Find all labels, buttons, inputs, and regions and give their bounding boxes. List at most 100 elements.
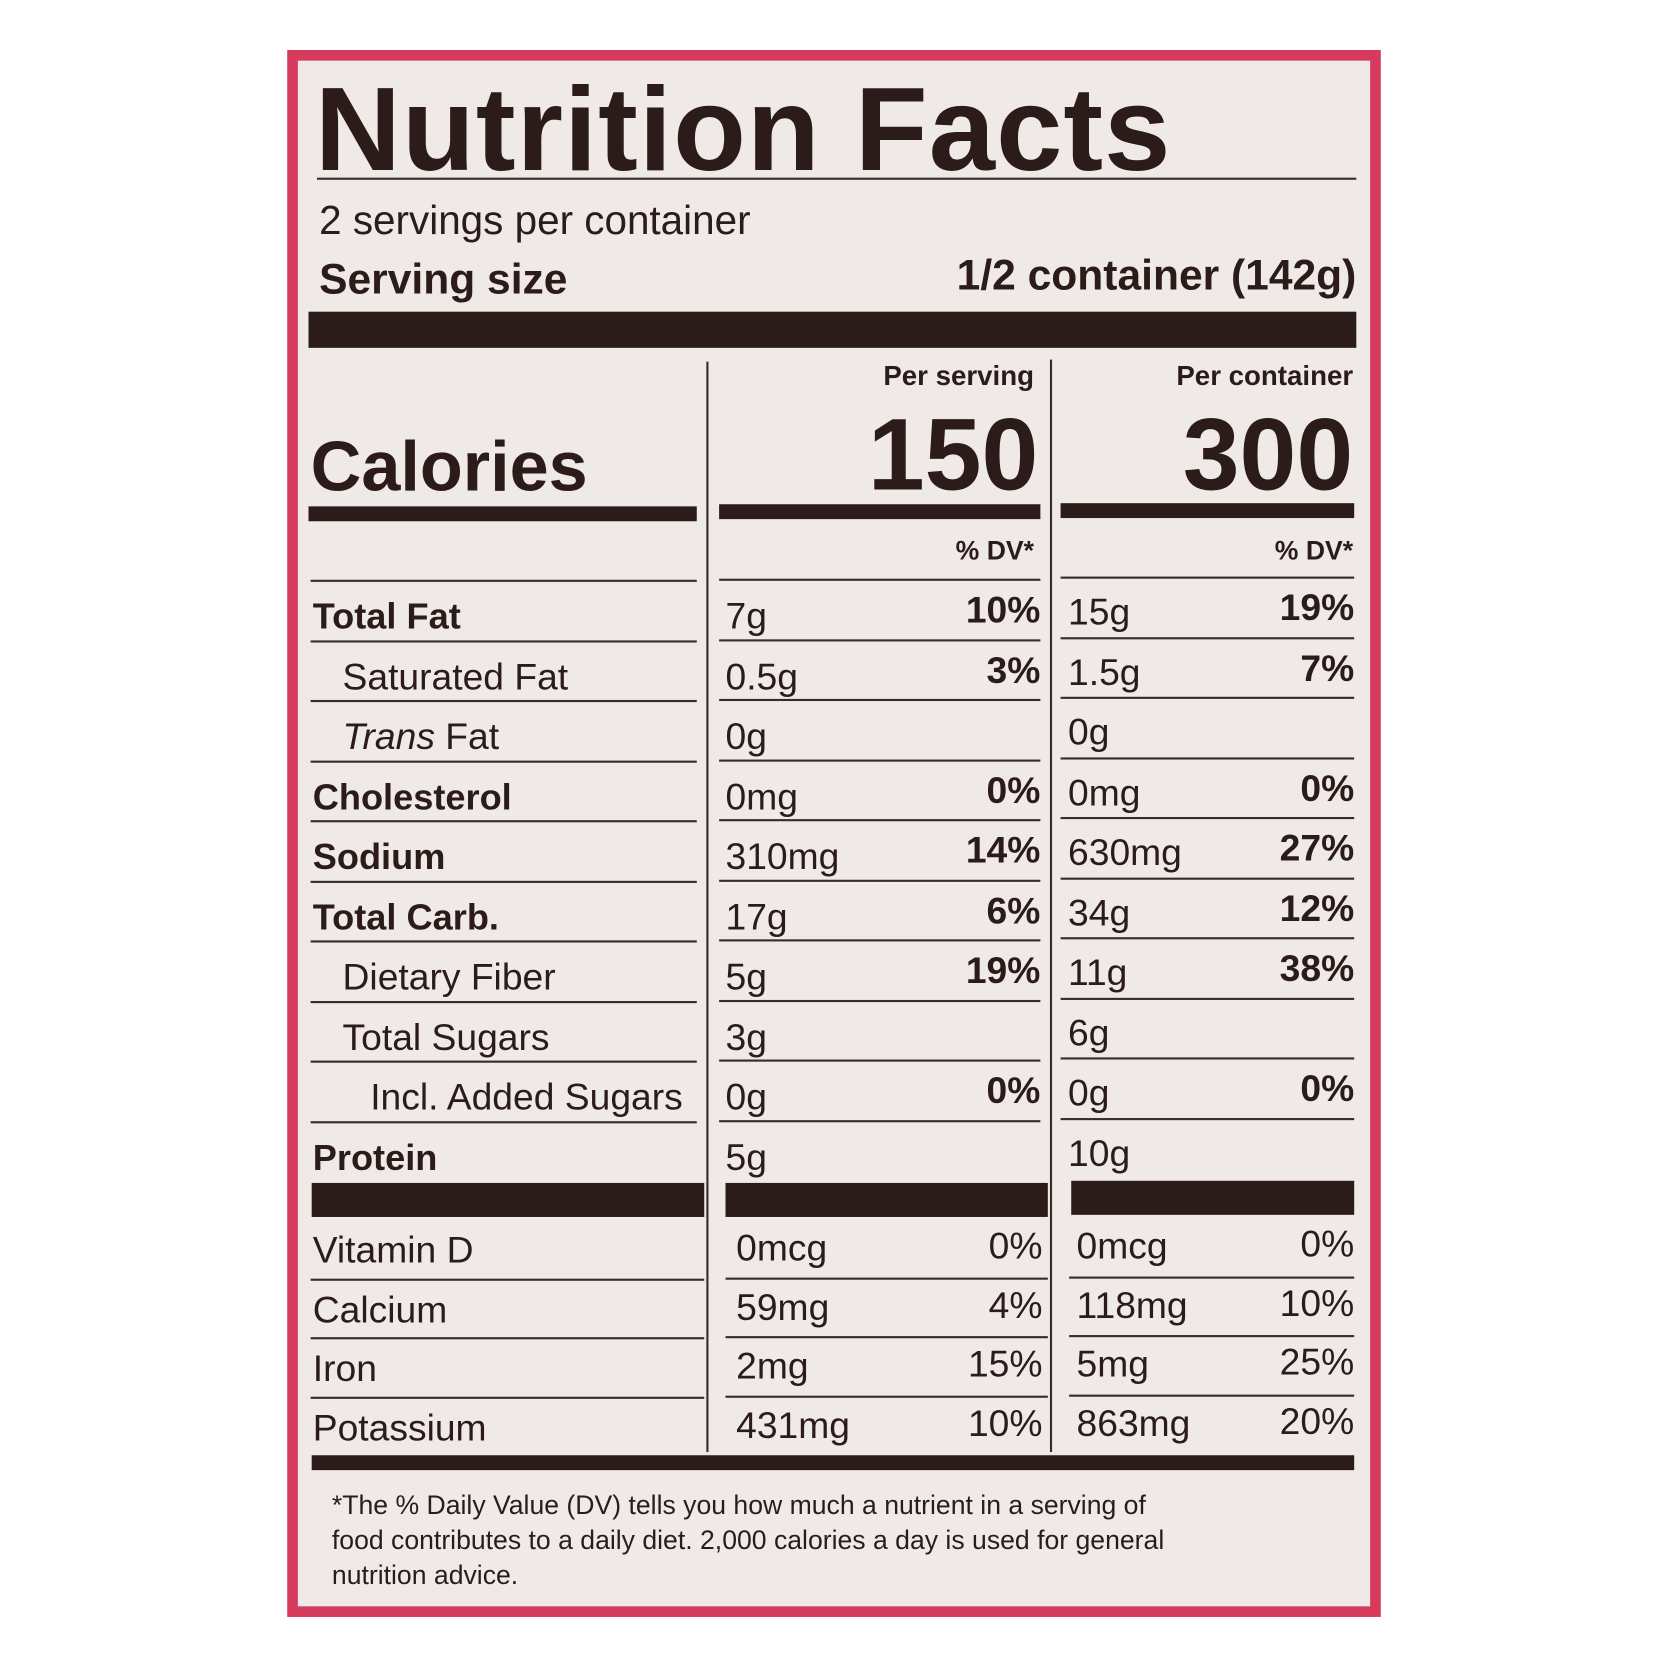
row-rule [1060,576,1355,579]
row-rule [719,939,1041,942]
calories-per-serving: 150 [867,397,1039,512]
serving-amount: 5g [725,1136,767,1179]
serving-amount: 0.5g [725,655,798,698]
vitamin-container-dv: 20% [1279,1400,1355,1442]
nutrient-label: Total Fat [312,596,461,638]
thick-rule-mid-3 [1071,1180,1355,1215]
column-divider-2 [1049,359,1053,1453]
serving-size-value: 1/2 container (142g) [956,252,1357,299]
row-rule [310,579,697,582]
container-amount: 6g [1068,1012,1110,1054]
row-rule [719,578,1041,581]
container-dv: 19% [1279,587,1355,629]
container-amount: 0g [1068,711,1110,754]
title-rule [317,177,1357,180]
per-container-header: Per container [1176,359,1354,392]
container-amount: 0g [1068,1072,1110,1114]
serving-amount: 17g [725,896,788,938]
container-dv: 0% [1300,767,1355,810]
calories-rule-3 [1060,503,1355,519]
row-rule [310,1060,697,1063]
row-rule [1060,997,1355,1000]
vitamin-label: Vitamin D [312,1229,474,1272]
serving-dv: 0% [986,1070,1041,1112]
vitamin-serving-amount: 431mg [736,1404,850,1447]
nutrient-label: Cholesterol [312,777,512,818]
nutrient-label-italic: Trans [342,715,435,758]
row-rule [1060,696,1355,699]
row-rule [719,638,1041,641]
footnote-line-3: nutrition advice. [331,1560,519,1591]
thick-rule-top [308,311,1357,348]
row-rule [719,1059,1041,1062]
calories-rule-2 [719,504,1041,520]
row-rule [719,879,1041,882]
thick-rule-mid-2 [725,1182,1048,1217]
vitamin-rule [1069,1394,1355,1397]
calories-per-container: 300 [1182,397,1354,512]
container-amount: 11g [1068,952,1128,994]
serving-dv: 6% [986,889,1041,932]
nutrient-label: Saturated Fat [342,655,569,698]
serving-dv: 14% [965,829,1041,872]
container-amount: 34g [1068,891,1131,934]
vitamin-serving-dv: 0% [988,1225,1043,1267]
vitamin-rule [725,1395,1048,1398]
row-rule [310,820,697,823]
row-rule [1060,937,1355,940]
thick-rule-mid-1 [311,1182,705,1217]
row-rule [310,1120,697,1123]
vitamin-rule [1069,1335,1355,1338]
vitamin-serving-dv: 4% [988,1284,1043,1327]
vitamin-container-amount: 863mg [1076,1402,1191,1445]
vitamin-label: Calcium [312,1288,448,1331]
serving-amount: 310mg [725,836,840,878]
dv-header-container: % DV* [1274,536,1354,566]
row-rule [719,999,1041,1002]
container-dv: 0% [1300,1068,1355,1110]
serving-dv: 3% [986,649,1041,691]
nutrient-label: Protein [312,1137,438,1179]
row-rule [310,760,697,763]
servings-per-container: 2 servings per container [319,198,751,244]
vitamin-serving-amount: 0mcg [736,1227,828,1270]
vitamin-container-amount: 118mg [1076,1284,1188,1327]
vitamin-serving-amount: 2mg [736,1345,809,1388]
nutrient-label: Incl. Added Sugars [370,1076,683,1119]
vitamin-rule [310,1396,705,1399]
container-dv: 7% [1300,647,1355,689]
column-divider-1 [706,361,709,1453]
row-rule [1060,1057,1355,1060]
row-rule [719,1119,1041,1122]
row-rule [310,699,697,703]
vitamin-serving-amount: 59mg [736,1286,830,1329]
vitamin-rule [725,1336,1048,1339]
footnote-line-2: food contributes to a daily diet. 2,000 … [331,1525,1165,1556]
calories-rule-1 [308,506,697,522]
container-amount: 0mg [1068,771,1141,814]
serving-dv: 19% [965,949,1041,992]
serving-amount: 7g [725,595,767,638]
serving-amount: 5g [725,956,767,998]
row-rule [1060,636,1355,639]
row-rule [719,819,1041,822]
vitamin-container-amount: 5mg [1076,1343,1149,1386]
vitamin-container-dv: 25% [1279,1341,1355,1383]
nutrient-label-text: Fat [434,715,500,758]
vitamin-container-dv: 0% [1300,1223,1355,1265]
row-rule [310,940,697,943]
row-rule [1060,1117,1355,1120]
label-title: Nutrition Facts [314,62,1172,196]
vitamin-serving-dv: 15% [967,1343,1043,1386]
row-rule [1060,756,1355,760]
row-rule [310,1000,697,1003]
vitamin-rule [310,1278,705,1281]
nutrient-label: Dietary Fiber [342,956,556,998]
vitamin-container-dv: 10% [1279,1282,1355,1324]
container-dv: 12% [1279,887,1355,930]
vitamin-label: Potassium [312,1406,487,1449]
calories-label: Calories [310,426,588,506]
per-serving-header: Per serving [883,359,1034,392]
serving-amount: 0g [725,715,767,758]
